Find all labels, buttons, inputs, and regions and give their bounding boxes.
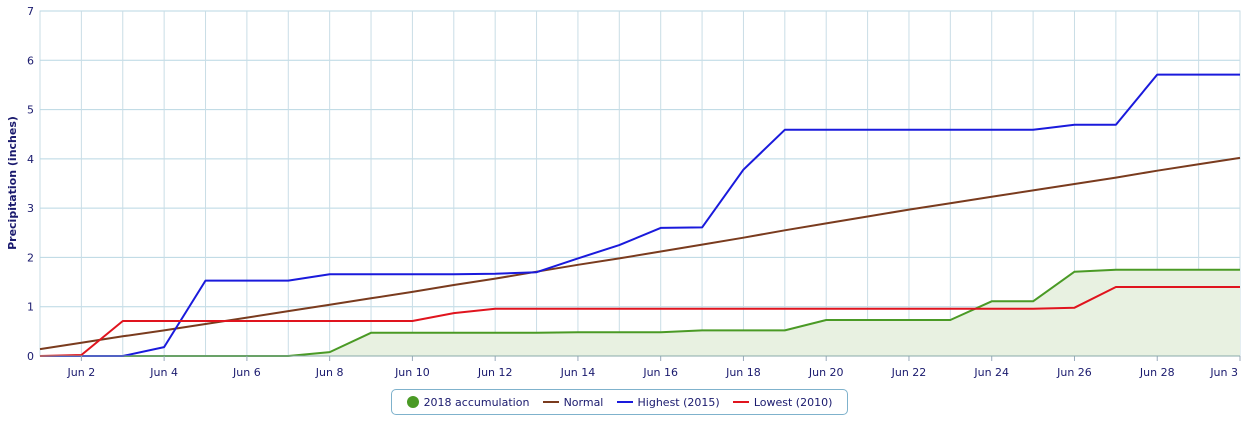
legend-label: 2018 accumulation <box>423 395 530 409</box>
legend-label: Highest (2015) <box>637 395 720 409</box>
grid-lines <box>39 10 1241 357</box>
legend-swatch <box>732 401 749 403</box>
normal-line <box>39 156 1241 351</box>
legend-swatch <box>616 401 633 403</box>
x-tick-label: Jun 20 <box>808 366 844 379</box>
chart-legend: 2018 accumulation Normal Highest (2015) Low… <box>391 389 848 415</box>
y-tick-label: 4 <box>27 153 34 166</box>
y-tick-label: 5 <box>27 104 34 117</box>
x-tick-label: Jun 28 <box>1139 366 1175 379</box>
y-axis-ticks: 0 1 2 3 4 5 6 7 <box>27 5 34 363</box>
highest-2015-line <box>40 73 1240 357</box>
x-tick-label: Jun 22 <box>891 366 927 379</box>
legend-item-normal[interactable]: Normal <box>542 395 604 409</box>
y-axis-label: Precipitation (inches) <box>6 116 19 250</box>
x-tick-label: Jun 12 <box>477 366 513 379</box>
y-tick-label: 2 <box>27 251 34 264</box>
legend-swatch <box>406 396 419 408</box>
legend-label: Normal <box>563 395 604 409</box>
legend-label: Lowest (2010) <box>753 395 833 409</box>
y-tick-label: 3 <box>27 202 34 215</box>
legend-item-highest-2015[interactable]: Highest (2015) <box>616 395 720 409</box>
y-tick-label: 1 <box>27 301 34 314</box>
x-tick-label: Jun 18 <box>725 366 761 379</box>
y-tick-label: 0 <box>27 350 34 363</box>
y-tick-label: 6 <box>27 54 34 67</box>
x-tick-label: Jun 26 <box>1056 366 1092 379</box>
legend-item-lowest-2010[interactable]: Lowest (2010) <box>732 395 833 409</box>
x-tick-label: Jun 3 <box>1209 366 1238 379</box>
x-tick-label: Jun 16 <box>642 366 678 379</box>
x-tick-label: Jun 24 <box>973 366 1009 379</box>
y-tick-label: 7 <box>27 5 34 18</box>
x-axis-ticks: Jun 2 Jun 4 Jun 6 Jun 8 Jun 10 Jun 12 Jun 14 Ju… <box>40 355 1241 379</box>
legend-swatch <box>542 401 559 403</box>
lowest-2010-line <box>39 286 1240 357</box>
x-tick-label: Jun 14 <box>560 366 596 379</box>
x-tick-label: Jun 10 <box>394 366 430 379</box>
2018-accumulation-area <box>40 269 1240 356</box>
x-tick-label: Jun 6 <box>232 366 261 379</box>
legend-item-2018-accumulation[interactable]: 2018 accumulation <box>406 395 530 409</box>
x-tick-label: Jun 8 <box>315 366 344 379</box>
x-tick-label: Jun 2 <box>67 366 96 379</box>
x-tick-label: Jun 4 <box>149 366 178 379</box>
series-layer <box>39 73 1241 357</box>
